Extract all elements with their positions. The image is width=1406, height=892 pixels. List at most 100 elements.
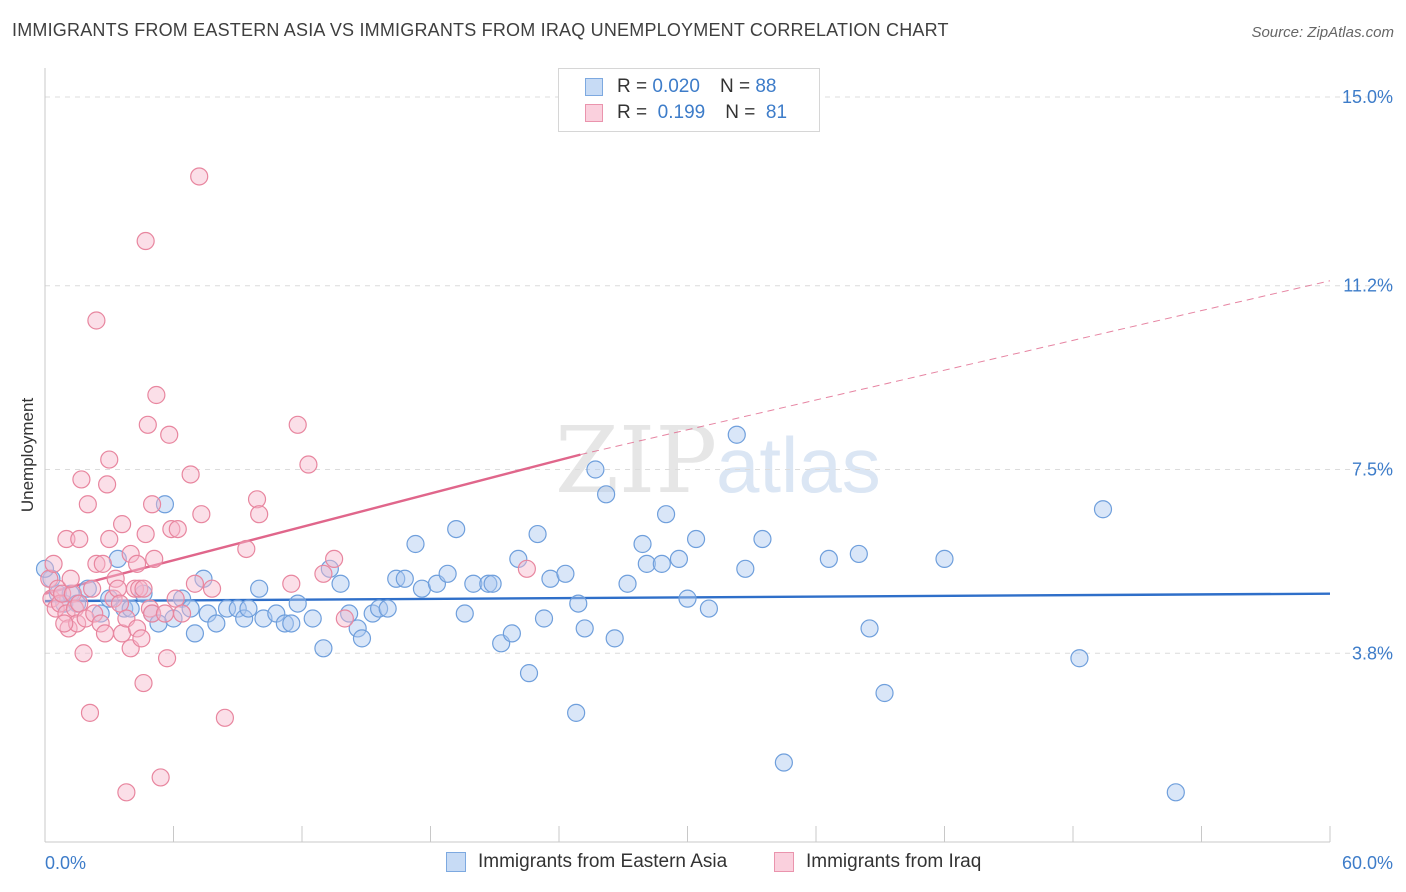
point-blue-41 xyxy=(378,599,397,618)
legend-r-label: R = xyxy=(617,102,648,123)
series-legend-label: Immigrants from Iraq xyxy=(806,851,982,872)
point-pink-17 xyxy=(78,495,97,514)
point-blue-88 xyxy=(35,559,55,578)
point-pink-63 xyxy=(185,574,205,593)
point-blue-33 xyxy=(314,639,333,658)
point-blue-57 xyxy=(528,524,547,544)
watermark-zip: ZIP xyxy=(555,407,717,514)
point-blue-78 xyxy=(753,529,772,549)
point-pink-9 xyxy=(63,584,82,603)
legend-r-value-pink: 0.199 xyxy=(657,102,706,123)
trend-line-pink xyxy=(44,453,581,595)
watermark-atlas: atlas xyxy=(716,421,881,509)
point-blue-84 xyxy=(935,549,954,569)
point-blue-31 xyxy=(288,594,307,613)
point-pink-50 xyxy=(142,495,162,514)
legend-r-value-blue: 0.020 xyxy=(652,76,700,97)
point-blue-22 xyxy=(217,599,237,618)
point-blue-51 xyxy=(479,574,498,593)
point-pink-72 xyxy=(288,415,307,434)
trend-line-blue xyxy=(44,592,1331,603)
point-blue-64 xyxy=(586,460,605,479)
point-pink-22 xyxy=(87,554,106,573)
point-blue-38 xyxy=(352,629,372,648)
point-pink-61 xyxy=(172,604,192,623)
point-pink-77 xyxy=(517,559,536,578)
legend-n-label: N = xyxy=(725,102,756,123)
point-pink-69 xyxy=(247,490,267,509)
legend-swatch-blue xyxy=(585,78,603,96)
y-tick-label-0: 3.8% xyxy=(1352,643,1393,663)
legend-row-blue: R = 0.020 N = 88 xyxy=(585,75,776,99)
point-pink-70 xyxy=(250,505,269,524)
point-pink-18 xyxy=(80,703,100,722)
point-pink-44 xyxy=(134,579,153,598)
legend-n-value-pink: 81 xyxy=(765,102,788,123)
point-blue-61 xyxy=(567,703,586,722)
point-blue-44 xyxy=(406,534,425,554)
point-pink-37 xyxy=(121,544,140,564)
point-pink-5 xyxy=(53,584,72,603)
point-pink-76 xyxy=(335,609,354,628)
point-blue-47 xyxy=(438,564,457,583)
point-pink-47 xyxy=(136,524,155,544)
data-points xyxy=(35,167,1185,802)
point-blue-21 xyxy=(207,614,226,633)
legend-n-value-blue: 88 xyxy=(755,76,777,97)
point-pink-68 xyxy=(237,539,256,559)
point-blue-65 xyxy=(597,485,616,504)
point-blue-75 xyxy=(699,599,719,618)
point-blue-49 xyxy=(455,604,474,623)
point-pink-48 xyxy=(138,415,157,434)
point-pink-53 xyxy=(147,385,166,405)
point-pink-45 xyxy=(134,673,153,693)
point-pink-62 xyxy=(181,465,200,484)
source-credit: Source: ZipAtlas.com xyxy=(1251,24,1394,41)
point-pink-43 xyxy=(132,629,151,648)
point-blue-62 xyxy=(569,594,588,613)
point-pink-65 xyxy=(192,505,211,524)
point-blue-58 xyxy=(534,609,554,628)
point-blue-70 xyxy=(652,554,671,573)
x-tick-label-1: 60.0% xyxy=(1342,853,1393,873)
point-blue-76 xyxy=(727,425,746,444)
legend-r-label: R = xyxy=(617,76,648,97)
point-blue-23 xyxy=(228,599,247,618)
correlation-legend: R = 0.020 N = 88 R = 0.199 N = 81 xyxy=(558,68,820,132)
point-blue-50 xyxy=(464,574,483,593)
point-pink-46 xyxy=(136,231,155,251)
point-blue-77 xyxy=(736,559,755,578)
point-pink-1 xyxy=(42,589,61,608)
axes xyxy=(44,68,1331,843)
point-blue-86 xyxy=(1093,500,1113,519)
series-swatch-blue xyxy=(446,852,466,872)
point-pink-73 xyxy=(299,455,318,474)
point-pink-20 xyxy=(85,604,104,623)
point-pink-57 xyxy=(160,425,179,444)
point-blue-69 xyxy=(637,554,656,573)
point-pink-23 xyxy=(91,614,110,633)
trend-lines xyxy=(44,280,1331,603)
point-blue-24 xyxy=(235,609,254,628)
point-pink-55 xyxy=(155,604,175,623)
point-pink-51 xyxy=(142,604,162,623)
point-blue-37 xyxy=(348,619,367,638)
point-blue-54 xyxy=(502,624,521,643)
point-blue-68 xyxy=(633,534,652,554)
point-pink-64 xyxy=(190,167,209,186)
point-blue-48 xyxy=(447,519,466,539)
point-blue-43 xyxy=(395,569,414,588)
point-pink-27 xyxy=(100,529,119,549)
point-pink-15 xyxy=(74,644,93,663)
series-legend: Immigrants from Eastern Asia Immigrants … xyxy=(0,851,1406,877)
point-blue-15 xyxy=(164,609,183,628)
point-pink-26 xyxy=(98,475,117,494)
point-blue-63 xyxy=(575,619,594,638)
point-pink-56 xyxy=(157,649,177,668)
point-pink-36 xyxy=(117,783,136,802)
point-blue-10 xyxy=(121,599,140,618)
point-blue-66 xyxy=(605,629,624,648)
point-blue-82 xyxy=(860,619,879,638)
point-pink-34 xyxy=(112,515,132,534)
